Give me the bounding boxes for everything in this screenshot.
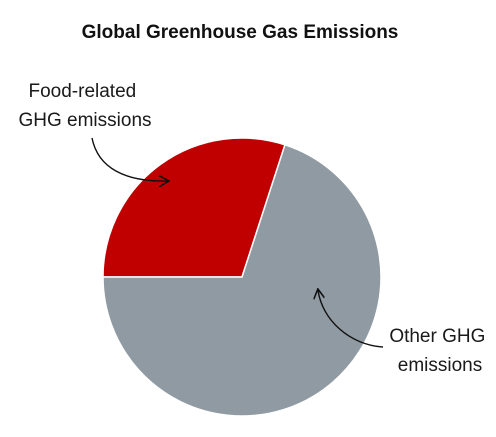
slice-label-other-line-1: Other GHG [389,326,485,347]
pie-slice-food-related [102,137,286,278]
slice-label-other: Other GHG emissions [389,326,490,376]
annotation-arrow-other [318,290,384,348]
pie-slice-other [102,143,382,417]
slice-label-food-line-1: Food-related [28,81,136,102]
chart-title: Global Greenhouse Gas Emissions [82,22,399,43]
pie-slices [102,137,382,417]
annotation-arrow-food [91,137,168,181]
slice-label-food-line-2: GHG emissions [18,110,151,131]
slice-label-other-line-2: emissions [398,355,482,376]
slice-label-food: Food-related GHG emissions [18,81,151,131]
